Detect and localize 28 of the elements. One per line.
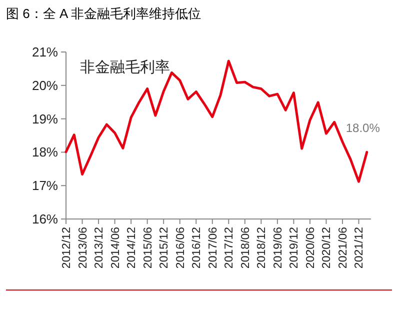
x-tick-label: 2018/12 <box>256 227 268 269</box>
x-tick-label: 2017/06 <box>207 227 220 269</box>
x-tick-label: 2016/06 <box>174 227 187 269</box>
x-tick-label: 2013/06 <box>77 227 90 269</box>
x-tick-label: 2021/12 <box>354 227 366 269</box>
y-tick-label: 19% <box>32 111 58 126</box>
x-tick-label: 2015/06 <box>142 227 154 269</box>
x-tick-label: 2015/12 <box>158 227 171 269</box>
x-tick-label: 2013/12 <box>94 227 106 269</box>
x-tick-label: 2021/06 <box>337 227 350 269</box>
y-tick-label: 18% <box>32 144 58 160</box>
y-tick-label: 21% <box>32 44 58 60</box>
x-tick-label: 2019/12 <box>288 227 301 269</box>
x-tick-label: 2017/12 <box>224 227 236 269</box>
x-tick-label: 2014/06 <box>110 227 122 269</box>
x-tick-label: 2016/12 <box>191 227 204 269</box>
x-tick-label: 2020/06 <box>304 227 317 269</box>
series-label: 非金融毛利率 <box>80 59 170 76</box>
y-tick-label: 16% <box>32 212 58 226</box>
x-tick-label: 2014/12 <box>126 227 138 269</box>
y-tick-label: 17% <box>32 178 58 194</box>
x-tick-label: 2019/06 <box>272 227 284 269</box>
x-tick-label: 2018/06 <box>240 227 252 269</box>
data-label: 18.0% <box>346 121 380 136</box>
x-tick-label: 2020/12 <box>321 227 334 269</box>
chart-title: 图 6：全 A 非金融毛利率维持低位 <box>6 6 202 21</box>
x-tick-label: 2012/12 <box>61 227 73 269</box>
y-tick-label: 20% <box>32 78 58 93</box>
